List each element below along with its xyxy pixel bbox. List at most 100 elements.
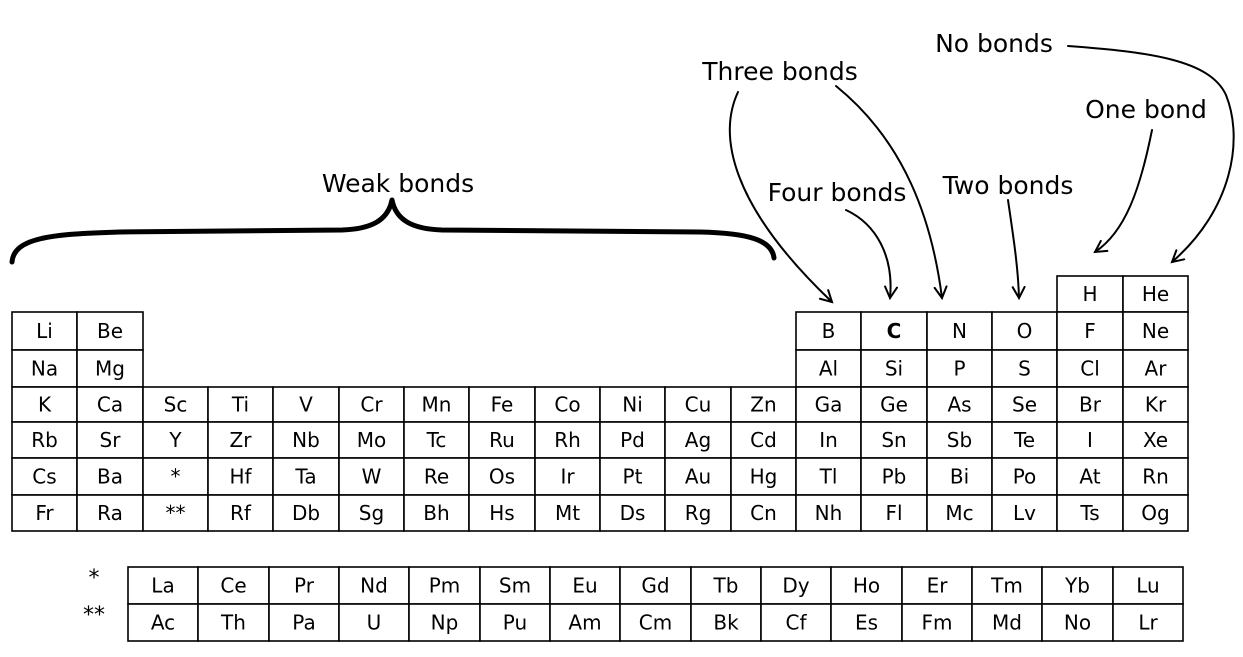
element-symbol: Cu: [685, 393, 712, 417]
f-block-cell: Ho: [830, 566, 903, 605]
element-cell: Li: [11, 311, 78, 351]
element-symbol: F: [1084, 319, 1096, 343]
f-block-cell: Np: [408, 603, 481, 642]
element-cell: Au: [664, 457, 732, 496]
element-cell: Rh: [534, 421, 601, 459]
element-cell: Rn: [1122, 457, 1189, 496]
element-cell: Xe: [1122, 421, 1189, 459]
element-cell: Br: [1056, 386, 1124, 423]
element-symbol: Sn: [881, 428, 906, 452]
element-cell: V: [272, 386, 340, 423]
element-cell: Sr: [76, 421, 144, 459]
element-symbol: P: [953, 357, 965, 381]
element-cell: Te: [991, 421, 1058, 459]
f-block-cell: Lu: [1112, 566, 1184, 605]
element-symbol: Dy: [782, 574, 809, 598]
element-symbol: Na: [31, 357, 58, 381]
element-symbol: Fr: [35, 501, 54, 525]
f-block-cell: Eu: [549, 566, 621, 605]
element-symbol: Lr: [1138, 611, 1158, 635]
element-cell: Na: [11, 349, 78, 388]
element-symbol: As: [947, 393, 971, 417]
element-cell: Og: [1122, 494, 1189, 532]
element-symbol: Y: [168, 428, 182, 452]
element-cell: S: [991, 349, 1058, 388]
element-cell: Mc: [926, 494, 993, 532]
element-symbol: Mn: [422, 393, 452, 417]
element-symbol: Pu: [503, 611, 527, 635]
f-block-cell: Lr: [1112, 603, 1184, 642]
element-symbol: Eu: [572, 574, 597, 598]
element-symbol: Nb: [292, 428, 320, 452]
element-symbol: Ar: [1145, 357, 1168, 381]
element-cell: Ir: [534, 457, 601, 496]
element-symbol: Cr: [360, 393, 383, 417]
element-cell: As: [926, 386, 993, 423]
element-cell: In: [795, 421, 862, 459]
element-cell: Zn: [730, 386, 797, 423]
element-symbol: Po: [1013, 465, 1037, 489]
two-bonds-label: Two bonds: [942, 171, 1074, 200]
element-symbol: Bi: [950, 465, 969, 489]
element-cell: **: [142, 494, 209, 532]
element-cell: Cs: [11, 457, 78, 496]
element-cell: Ni: [599, 386, 666, 423]
element-cell: C: [860, 311, 928, 351]
element-symbol: Rn: [1142, 465, 1169, 489]
element-cell: Ag: [664, 421, 732, 459]
element-symbol: Pa: [292, 611, 315, 635]
element-symbol: Md: [992, 611, 1022, 635]
element-symbol: I: [1087, 428, 1093, 452]
element-symbol: Og: [1141, 501, 1169, 525]
element-cell: I: [1056, 421, 1124, 459]
element-cell: Se: [991, 386, 1058, 423]
element-symbol: K: [38, 393, 52, 417]
element-symbol: Mc: [945, 501, 973, 525]
element-cell: Zr: [207, 421, 274, 459]
element-symbol: Xe: [1143, 428, 1168, 452]
element-symbol: Sc: [164, 393, 188, 417]
element-symbol: Be: [97, 319, 123, 343]
element-symbol: W: [362, 465, 382, 489]
element-symbol: Ce: [220, 574, 246, 598]
element-cell: W: [338, 457, 405, 496]
element-symbol: Lv: [1013, 501, 1036, 525]
f-block-cell: Es: [830, 603, 903, 642]
element-symbol: Pr: [294, 574, 315, 598]
element-cell: Si: [860, 349, 928, 388]
element-cell: Sn: [860, 421, 928, 459]
element-symbol: H: [1082, 282, 1097, 306]
element-symbol: Hg: [750, 465, 778, 489]
element-symbol: Au: [685, 465, 711, 489]
element-cell: B: [795, 311, 862, 351]
f-block-row-marker: *: [89, 566, 100, 591]
element-cell: Bi: [926, 457, 993, 496]
element-symbol: He: [1142, 282, 1169, 306]
element-cell: F: [1056, 311, 1124, 351]
element-cell: Pd: [599, 421, 666, 459]
element-cell: Ar: [1122, 349, 1189, 388]
element-symbol: Pt: [623, 465, 643, 489]
element-symbol: Rh: [554, 428, 581, 452]
element-symbol: Am: [568, 611, 601, 635]
element-cell: Al: [795, 349, 862, 388]
element-symbol: Tb: [713, 574, 739, 598]
element-cell: Bh: [403, 494, 470, 532]
element-symbol: Np: [431, 611, 459, 635]
element-cell: Ga: [795, 386, 862, 423]
element-symbol: Ac: [151, 611, 175, 635]
element-cell: Pt: [599, 457, 666, 496]
no-bonds-arrow: [1067, 45, 1235, 264]
element-cell: Ne: [1122, 311, 1189, 351]
element-symbol: N: [952, 319, 967, 343]
element-cell: Db: [272, 494, 340, 532]
element-symbol: Sm: [499, 574, 531, 598]
element-symbol: Fe: [491, 393, 514, 417]
element-cell: Co: [534, 386, 601, 423]
element-symbol: Th: [220, 611, 246, 635]
element-cell: Cl: [1056, 349, 1124, 388]
element-cell: Ca: [76, 386, 144, 423]
element-symbol: Ts: [1079, 501, 1099, 525]
element-symbol: Ge: [880, 393, 908, 417]
